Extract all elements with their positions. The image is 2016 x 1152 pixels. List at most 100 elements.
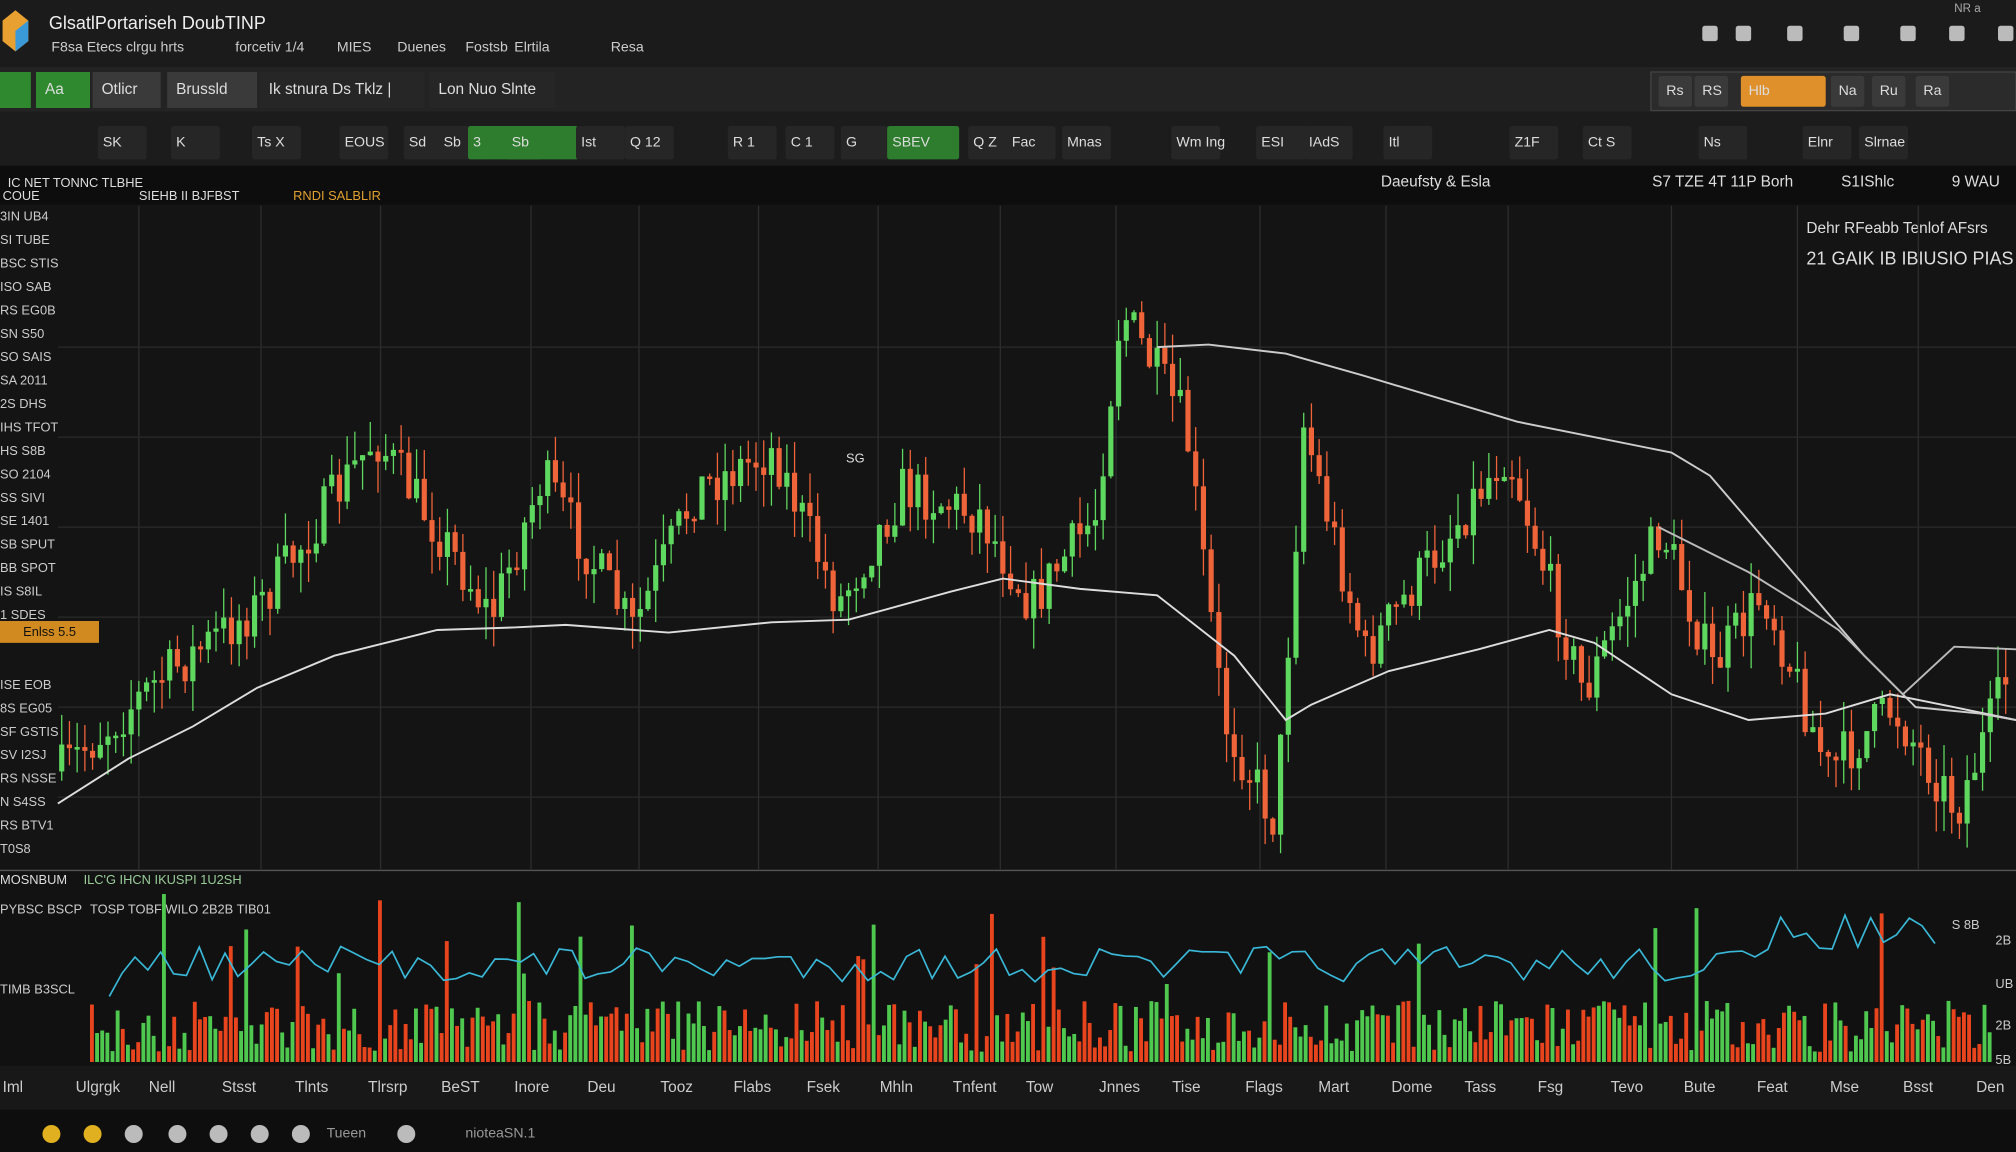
candle-body — [1470, 488, 1476, 536]
volume-bar — [1972, 1047, 1977, 1062]
volume-bar — [1370, 1005, 1375, 1062]
x-tick-label: Flabs — [734, 1079, 772, 1096]
menu-item[interactable]: forcetiv 1/4 — [235, 38, 304, 54]
volume-bar — [141, 1022, 146, 1062]
toolbar-button[interactable] — [171, 126, 220, 160]
toolbar-button[interactable] — [968, 126, 1017, 160]
volume-bar — [342, 1028, 346, 1062]
toolbar-button[interactable] — [1509, 126, 1559, 160]
candle-body — [992, 541, 998, 544]
volume-bar — [1272, 1039, 1277, 1062]
candle-body — [984, 509, 990, 544]
candle-body — [290, 545, 296, 563]
status-icon[interactable] — [397, 1125, 416, 1143]
volume-bar — [321, 1018, 326, 1062]
window-icon[interactable] — [1900, 25, 1916, 42]
toolbar-button[interactable] — [97, 126, 147, 160]
volume-bar — [1668, 1015, 1673, 1062]
toolbar-button[interactable] — [840, 126, 890, 160]
window-icon[interactable] — [1735, 25, 1752, 42]
toolbar-button[interactable] — [1740, 75, 1826, 107]
toolbar-button[interactable] — [1658, 75, 1692, 107]
tab-label: Ik stnura Ds Tklz | — [269, 81, 392, 98]
toolbar-button[interactable] — [1171, 126, 1221, 160]
window-icon[interactable] — [1998, 25, 2014, 42]
volume-bar — [758, 1029, 763, 1062]
toolbar-button[interactable] — [1383, 126, 1433, 160]
candle-body — [1740, 612, 1746, 637]
volume-bar — [851, 1048, 855, 1062]
menu-item[interactable]: Elrtila — [514, 38, 549, 54]
toolbar-button[interactable] — [576, 126, 625, 160]
toolbar-button[interactable] — [727, 126, 777, 160]
toolbar-button[interactable] — [506, 126, 579, 160]
toolbar-button[interactable] — [339, 126, 389, 160]
volume-bar — [156, 1051, 161, 1062]
menu-item[interactable]: Fostsb — [465, 38, 508, 54]
window-icon[interactable] — [1702, 25, 1718, 42]
window-icon[interactable] — [1787, 25, 1803, 42]
legend-text: 21 GAIK IB IBIUSIO PIAS — [1806, 248, 2013, 268]
candle-body — [552, 460, 558, 483]
volume-bar — [1283, 1002, 1287, 1062]
candle-body — [807, 502, 813, 517]
tab[interactable] — [92, 72, 161, 108]
toolbar-button[interactable] — [1256, 126, 1305, 160]
candle-body — [668, 525, 674, 545]
toolbar-label: Itl — [1389, 133, 1400, 149]
toolbar-button[interactable] — [1802, 126, 1852, 160]
window-icon[interactable] — [1949, 25, 1965, 42]
candle-body — [745, 458, 751, 463]
toolbar-button[interactable] — [1694, 75, 1728, 107]
window-icon[interactable] — [1843, 25, 1860, 42]
toolbar-button[interactable] — [785, 126, 835, 160]
status-icon[interactable] — [209, 1125, 228, 1143]
status-icon[interactable] — [250, 1125, 269, 1143]
volume-bar — [830, 1020, 835, 1062]
candle-body — [1771, 618, 1777, 631]
candle-body — [815, 516, 821, 562]
toolbar-button[interactable] — [887, 126, 960, 160]
candle-body — [1594, 656, 1600, 698]
status-icon[interactable] — [168, 1125, 187, 1143]
status-icon[interactable] — [83, 1125, 102, 1143]
volume-bar — [1314, 1044, 1318, 1062]
volume-bar — [1360, 1010, 1365, 1062]
status-icon[interactable] — [124, 1125, 143, 1143]
candle-body — [151, 680, 157, 683]
toolbar-button[interactable] — [252, 126, 301, 160]
tab[interactable] — [0, 72, 31, 108]
volume-bar — [1848, 1051, 1853, 1062]
tab[interactable] — [429, 72, 556, 108]
candle-body — [1077, 523, 1083, 535]
status-icon[interactable] — [42, 1125, 61, 1143]
volume-bar — [1046, 1026, 1051, 1062]
tab[interactable] — [259, 72, 425, 108]
toolbar-label: Q Z — [973, 133, 997, 149]
volume-bar — [1411, 1046, 1416, 1062]
toolbar-button[interactable] — [1698, 126, 1748, 160]
toolbar-button[interactable] — [1915, 75, 1950, 107]
tab[interactable] — [167, 72, 258, 108]
volume-bar — [1869, 1027, 1874, 1062]
candle-body — [1748, 593, 1754, 637]
toolbar-button[interactable] — [1872, 75, 1906, 107]
toolbar-button[interactable] — [1582, 126, 1632, 160]
menu-item[interactable]: MIES — [337, 38, 372, 54]
volume-bar — [959, 1042, 963, 1062]
volume-bar — [1735, 1047, 1740, 1062]
volume-bar — [1900, 1005, 1905, 1062]
toolbar-button[interactable] — [1830, 75, 1865, 107]
toolbar-button[interactable] — [1303, 126, 1353, 160]
toolbar-button[interactable] — [1859, 126, 1908, 160]
menu-item[interactable]: Duenes — [397, 38, 446, 54]
status-icon[interactable] — [291, 1125, 310, 1143]
candle-body — [1949, 775, 1955, 813]
tab[interactable] — [36, 72, 90, 108]
menu-item[interactable]: F8sa Etecs clrgu hrts — [51, 38, 184, 54]
toolbar-button[interactable] — [624, 126, 674, 160]
toolbar-button[interactable] — [1062, 126, 1111, 160]
volume-bar — [1874, 1008, 1879, 1062]
menu-item[interactable]: Resa — [611, 38, 644, 54]
toolbar-button[interactable] — [1006, 126, 1056, 160]
